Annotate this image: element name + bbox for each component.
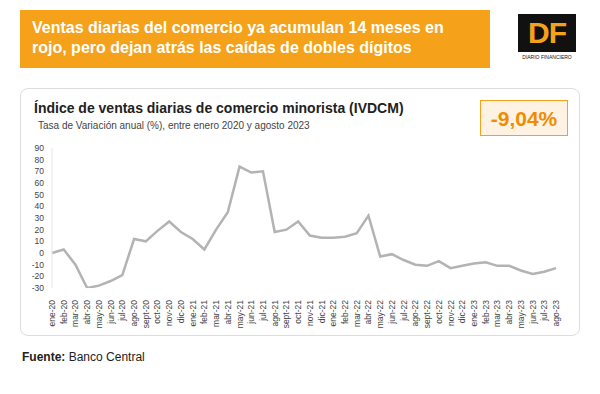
svg-text:10: 10 xyxy=(35,236,45,246)
html-text:Fuente: Banco Central: Fuente: Banco Central xyxy=(22,350,145,364)
svg-text:80: 80 xyxy=(35,155,45,165)
svg-text:40: 40 xyxy=(35,201,45,211)
svg-text:mar-21: mar-21 xyxy=(211,300,221,327)
html-text:Índice de ventas diarias de co: Índice de ventas diarias de comercio min… xyxy=(34,100,404,116)
svg-text:jul-23: jul-23 xyxy=(539,300,549,322)
svg-text:70: 70 xyxy=(35,166,45,176)
svg-text:50: 50 xyxy=(35,190,45,200)
svg-text:dic-22: dic-22 xyxy=(457,300,467,323)
svg-text:feb-22: feb-22 xyxy=(340,300,350,324)
svg-text:sept-21: sept-21 xyxy=(281,300,291,329)
svg-text:abr-20: abr-20 xyxy=(82,300,92,325)
svg-text:nov-20: nov-20 xyxy=(164,300,174,326)
svg-text:abr-22: abr-22 xyxy=(363,300,373,325)
svg-text:ago-21: ago-21 xyxy=(270,300,280,327)
html-text:DF: DF xyxy=(528,16,566,49)
svg-text:30: 30 xyxy=(35,213,45,223)
html-text:DIARIO FINANCIERO: DIARIO FINANCIERO xyxy=(522,54,572,60)
svg-text:nov-22: nov-22 xyxy=(446,300,456,326)
svg-text:jun-22: jun-22 xyxy=(387,300,397,325)
svg-text:ene-20: ene-20 xyxy=(47,300,57,327)
svg-text:jul-20: jul-20 xyxy=(117,300,127,322)
svg-text:dic-21: dic-21 xyxy=(317,300,327,323)
svg-text:-10: -10 xyxy=(32,260,45,270)
svg-text:oct-22: oct-22 xyxy=(434,300,444,324)
svg-text:mar-22: mar-22 xyxy=(352,300,362,327)
svg-text:0: 0 xyxy=(39,248,44,258)
svg-text:ago-20: ago-20 xyxy=(129,300,139,327)
svg-text:oct-21: oct-21 xyxy=(293,300,303,324)
html-text:Ventas diarias del comercio ya: Ventas diarias del comercio ya acumulan … xyxy=(32,19,444,56)
svg-text:dic-20: dic-20 xyxy=(176,300,186,323)
svg-text:jun-21: jun-21 xyxy=(246,300,256,325)
svg-text:60: 60 xyxy=(35,178,45,188)
svg-text:oct-20: oct-20 xyxy=(152,300,162,324)
svg-text:ene-22: ene-22 xyxy=(328,300,338,327)
svg-text:ene-23: ene-23 xyxy=(469,300,479,327)
svg-text:ene-21: ene-21 xyxy=(188,300,198,327)
svg-text:sept-20: sept-20 xyxy=(141,300,151,329)
svg-text:may-20: may-20 xyxy=(94,300,104,329)
svg-text:jun-20: jun-20 xyxy=(106,300,116,325)
svg-text:-20: -20 xyxy=(32,271,45,281)
svg-text:ago-23: ago-23 xyxy=(551,300,561,327)
svg-text:abr-23: abr-23 xyxy=(504,300,514,325)
svg-text:feb-21: feb-21 xyxy=(199,300,209,324)
svg-text:ago-22: ago-22 xyxy=(410,300,420,327)
svg-text:may-23: may-23 xyxy=(516,300,526,329)
svg-text:nov-21: nov-21 xyxy=(305,300,315,326)
html-text:Tasa de Variación anual (%), e: Tasa de Variación anual (%), entre enero… xyxy=(38,120,310,131)
svg-text:mar-23: mar-23 xyxy=(492,300,502,327)
svg-text:-30: -30 xyxy=(32,283,45,293)
svg-text:mar-20: mar-20 xyxy=(70,300,80,327)
svg-text:jul-21: jul-21 xyxy=(258,300,268,322)
html-text:-9,04%: -9,04% xyxy=(490,107,558,130)
svg-text:jun-23: jun-23 xyxy=(528,300,538,325)
svg-text:20: 20 xyxy=(35,225,45,235)
svg-text:90: 90 xyxy=(35,143,45,153)
svg-text:feb-23: feb-23 xyxy=(481,300,491,324)
svg-text:may-21: may-21 xyxy=(235,300,245,329)
svg-text:may-22: may-22 xyxy=(375,300,385,329)
svg-text:feb-20: feb-20 xyxy=(59,300,69,324)
svg-text:abr-21: abr-21 xyxy=(223,300,233,325)
svg-text:jul-22: jul-22 xyxy=(399,300,409,322)
svg-text:sept-22: sept-22 xyxy=(422,300,432,329)
